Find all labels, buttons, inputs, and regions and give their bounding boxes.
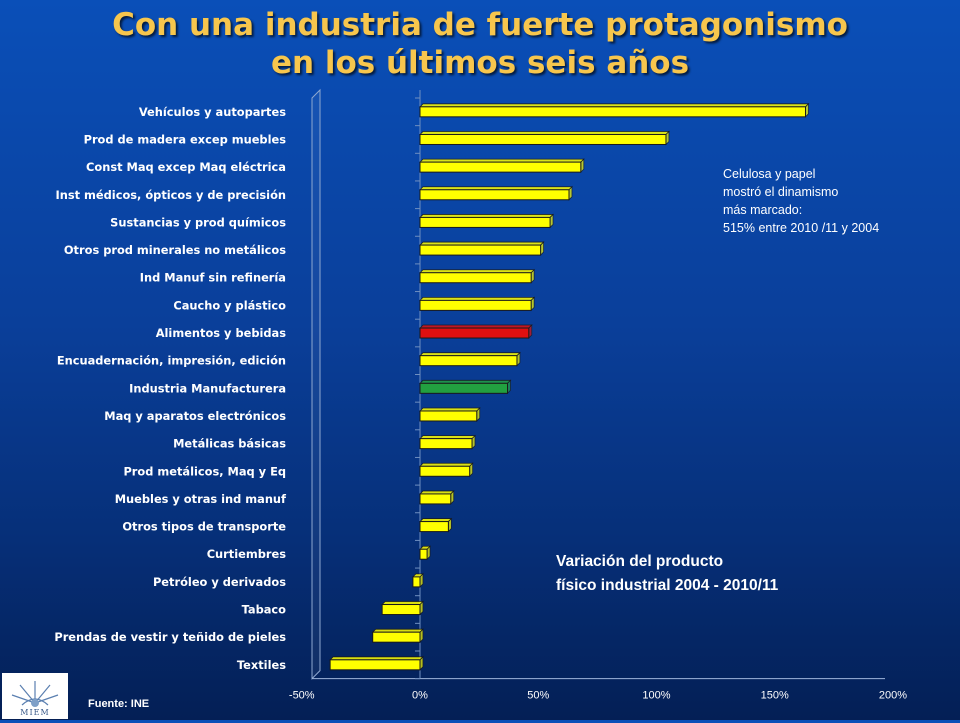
bar [419, 189, 570, 201]
bar [419, 355, 518, 367]
category-label: Metálicas básicas [173, 437, 286, 451]
category-label: Prod de madera excep muebles [84, 132, 287, 146]
bar [419, 244, 542, 256]
annotation-line: mostró el dinamismo [723, 185, 839, 199]
miem-logo-icon: MIEM [2, 673, 68, 719]
bar [419, 521, 449, 533]
logo-graphic [11, 681, 59, 707]
category-label: Otros prod minerales no metálicos [64, 243, 286, 257]
caption-line: físico industrial 2004 - 2010/11 [556, 577, 779, 594]
bar [419, 493, 452, 505]
x-tick-label: 0% [412, 690, 428, 702]
category-label: Inst médicos, ópticos y de precisión [56, 188, 287, 202]
bar [329, 659, 421, 671]
bar [419, 272, 532, 284]
x-tick-label: 150% [761, 690, 789, 702]
caption-line: Variación del producto [556, 553, 724, 570]
category-label: Prendas de vestir y teñido de pieles [54, 630, 286, 644]
category-label: Prod metálicos, Maq y Eq [123, 464, 286, 478]
bar [419, 299, 532, 311]
category-label: Vehículos y autopartes [139, 105, 286, 119]
category-label: Maq y aparatos electrónicos [104, 409, 286, 423]
category-label: Caucho y plástico [173, 298, 286, 312]
bar [419, 161, 582, 173]
category-label: Const Maq excep Maq eléctrica [86, 160, 286, 174]
bar [419, 438, 473, 450]
bar [419, 327, 530, 339]
annotation-line: 515% entre 2010 /11 y 2004 [723, 221, 880, 235]
annotation-line: Celulosa y papel [723, 167, 816, 181]
bar [372, 631, 421, 643]
bar [419, 548, 428, 560]
category-label: Alimentos y bebidas [156, 326, 287, 340]
x-tick-label: 50% [527, 690, 549, 702]
category-label: Tabaco [242, 603, 287, 617]
category-label: Sustancias y prod químicos [110, 215, 286, 229]
bar [419, 216, 551, 228]
category-label: Encuadernación, impresión, edición [57, 354, 286, 368]
x-tick-label: 200% [879, 690, 907, 702]
category-label: Ind Manuf sin refinería [140, 271, 286, 285]
title-line-2: en los últimos seis años [270, 45, 690, 81]
annotation-line: más marcado: [723, 203, 803, 217]
category-label: Curtiembres [207, 547, 287, 561]
source-note: Fuente: INE [88, 698, 150, 710]
bar [419, 106, 806, 118]
page-title: Con una industria de fuerte protagonismo… [0, 6, 960, 82]
chart-caption: Variación del producto físico industrial… [556, 550, 778, 598]
x-tick-label: 100% [642, 690, 670, 702]
category-label: Industria Manufacturera [129, 381, 286, 395]
x-tick-label: -50% [289, 690, 315, 702]
category-label: Textiles [237, 658, 286, 672]
category-label: Muebles y otras ind manuf [115, 492, 287, 506]
bar [419, 133, 667, 145]
logo-text: MIEM [20, 708, 50, 717]
category-label: Otros tipos de transporte [122, 520, 286, 534]
bar [419, 410, 478, 422]
bar [419, 465, 471, 477]
chart-side-wall [311, 88, 321, 680]
category-label: Petróleo y derivados [153, 575, 286, 589]
title-line-1: Con una industria de fuerte protagonismo [112, 7, 848, 43]
bar [381, 604, 421, 616]
bar [419, 382, 509, 394]
bar [412, 576, 421, 588]
annotation-celulosa: Celulosa y papel mostró el dinamismo más… [723, 165, 879, 237]
